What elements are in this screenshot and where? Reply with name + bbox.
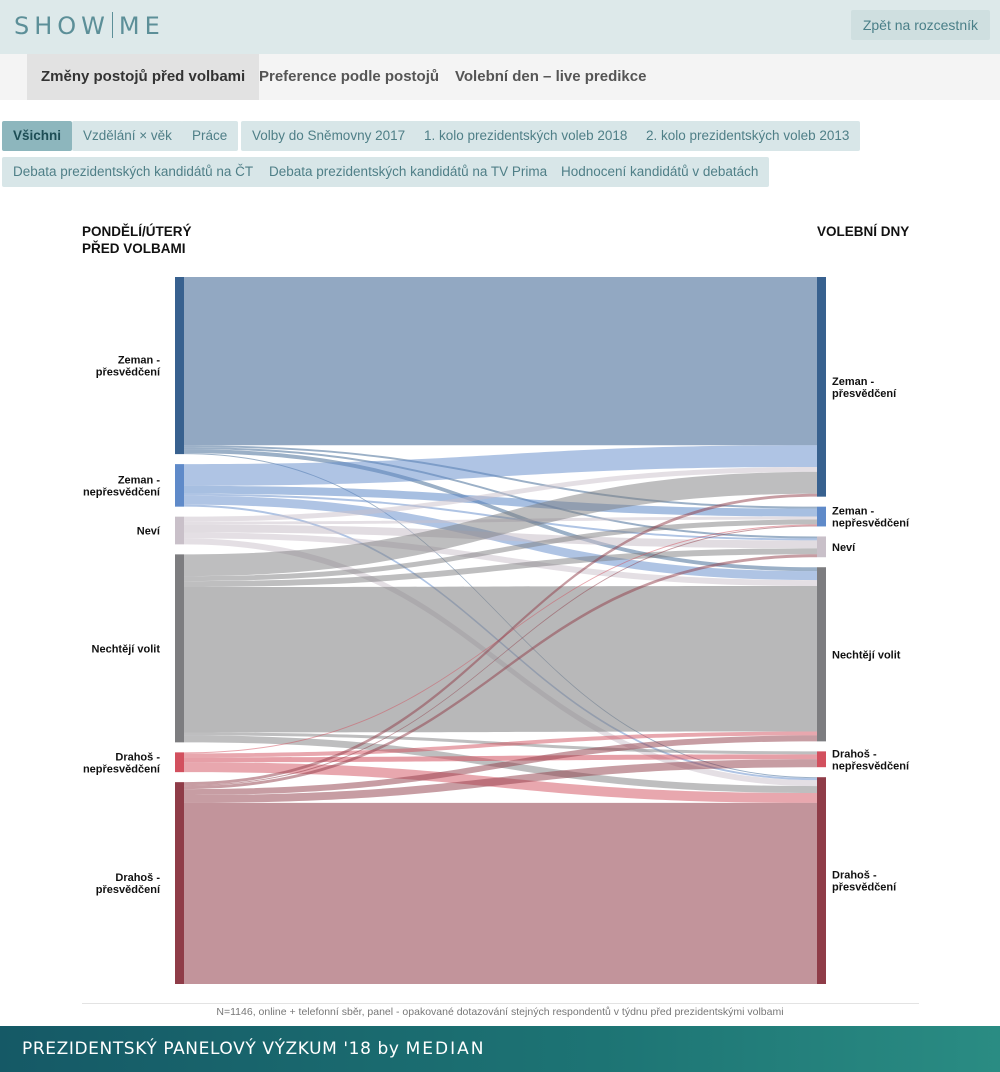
filter-debate-prima[interactable]: Debata prezidentských kandidátů na TV Pr… bbox=[258, 157, 559, 187]
right-node-nechteji[interactable] bbox=[817, 567, 826, 742]
right-node-nevi[interactable] bbox=[817, 536, 826, 558]
logo-right-text: ME bbox=[118, 12, 165, 40]
tab-preferences-by-attitude[interactable]: Preference podle postojů bbox=[259, 68, 440, 85]
top-bar: SHOW ME Zpět na rozcestník bbox=[0, 0, 1000, 54]
sankey-link-nevi-to-zeman_p[interactable] bbox=[184, 466, 817, 522]
logo-left-text: SHOW bbox=[14, 12, 110, 40]
footer-brand: MEDIAN bbox=[405, 1039, 486, 1059]
right-column-title: VOLEBNÍ DNY bbox=[817, 224, 910, 239]
sankey-link-nechteji-to-nevi[interactable] bbox=[184, 548, 817, 588]
right-node-label-zeman_p: Zeman -přesvědčení bbox=[832, 376, 897, 400]
right-node-label-zeman_n: Zeman -nepřesvědčení bbox=[832, 506, 910, 530]
sankey-labels: Zeman -přesvědčení Zeman -nepřesvědčení Ne… bbox=[83, 355, 910, 897]
right-node-drahos_p[interactable] bbox=[817, 777, 826, 984]
right-node-label-drahos_n: Drahoš -nepřesvědčení bbox=[832, 748, 910, 772]
sankey-link-zeman_p-to-zeman_p[interactable] bbox=[184, 277, 817, 446]
sankey-link-nechteji-to-nechteji[interactable] bbox=[184, 586, 817, 733]
tab-attitude-changes[interactable]: Změny postojů před volbami bbox=[27, 54, 260, 100]
left-node-nevi[interactable] bbox=[175, 516, 184, 545]
right-node-zeman_n[interactable] bbox=[817, 506, 826, 527]
filter-first-round-2018[interactable]: 1. kolo prezidentských voleb 2018 bbox=[413, 121, 639, 151]
filter-second-round-2013[interactable]: 2. kolo prezidentských voleb 2013 bbox=[635, 121, 861, 151]
sankey-link-drahos_n-to-nechteji[interactable] bbox=[184, 731, 817, 758]
footer-bar: PREZIDENTSKÝ PANELOVÝ VÝZKUM '18 by MEDI… bbox=[0, 1026, 1000, 1072]
sankey-links bbox=[184, 277, 817, 984]
main-tabs: Změny postojů před volbami Preference po… bbox=[0, 54, 1000, 100]
left-node-zeman_p[interactable] bbox=[175, 277, 184, 455]
sankey-link-nechteji-to-zeman_p[interactable] bbox=[184, 471, 817, 577]
left-node-label-zeman_p: Zeman -přesvědčení bbox=[96, 355, 161, 379]
left-node-drahos_n[interactable] bbox=[175, 752, 184, 773]
tab-election-day-live[interactable]: Volební den – live predikce bbox=[455, 68, 647, 85]
sankey-link-zeman_n-to-zeman_p[interactable] bbox=[184, 445, 817, 486]
footer-by: by bbox=[377, 1039, 400, 1059]
filter-debate-ct[interactable]: Debata prezidentských kandidátů na ČT bbox=[2, 157, 265, 187]
right-node-label-nechteji: Nechtějí volit bbox=[832, 649, 901, 661]
left-node-label-drahos_p: Drahoš -přesvědčení bbox=[96, 872, 161, 896]
sankey-link-drahos_p-to-drahos_n[interactable] bbox=[184, 759, 817, 803]
filter-work[interactable]: Práce bbox=[181, 121, 239, 151]
filter-debate-ratings[interactable]: Hodnocení kandidátů v debatách bbox=[550, 157, 770, 187]
sankey-link-nechteji-to-zeman_n[interactable] bbox=[184, 519, 817, 582]
sankey-nodes bbox=[175, 277, 826, 984]
left-node-drahos_p[interactable] bbox=[175, 782, 184, 984]
sankey-link-drahos_p-to-drahos_p[interactable] bbox=[184, 802, 817, 984]
right-node-label-nevi: Neví bbox=[832, 542, 856, 554]
left-column-title: PONDĚLÍ/ÚTERÝ PŘED VOLBAMI bbox=[82, 224, 192, 256]
sankey-link-drahos_p-to-zeman_p[interactable] bbox=[184, 493, 817, 786]
filter-parliament-2017[interactable]: Volby do Sněmovny 2017 bbox=[241, 121, 417, 151]
sankey-link-nevi-to-nechteji[interactable] bbox=[184, 532, 817, 587]
sankey-link-drahos_p-to-nevi[interactable] bbox=[184, 554, 817, 790]
sankey-link-drahos_n-to-drahos_n[interactable] bbox=[184, 754, 817, 763]
left-node-label-nevi: Neví bbox=[137, 526, 161, 538]
logo-divider bbox=[111, 12, 113, 38]
sankey-link-zeman_p-to-nechteji[interactable] bbox=[184, 449, 817, 572]
left-node-label-zeman_n: Zeman -nepřesvědčení bbox=[83, 474, 161, 498]
left-node-label-nechteji: Nechtějí volit bbox=[92, 643, 161, 655]
sankey-link-zeman_p-to-zeman_n[interactable] bbox=[184, 445, 817, 509]
right-node-zeman_p[interactable] bbox=[817, 277, 826, 497]
footnote: N=1146, online + telefonní sběr, panel -… bbox=[216, 1006, 784, 1018]
showme-logo[interactable]: SHOW ME bbox=[14, 12, 165, 40]
filter-all[interactable]: Všichni bbox=[2, 121, 73, 151]
sankey-link-drahos_p-to-zeman_n[interactable] bbox=[184, 525, 817, 787]
left-node-zeman_n[interactable] bbox=[175, 464, 184, 507]
filter-education-age[interactable]: Vzdělání × věk bbox=[72, 121, 183, 151]
sankey-link-zeman_n-to-zeman_n[interactable] bbox=[184, 485, 817, 517]
left-node-nechteji[interactable] bbox=[175, 554, 184, 743]
right-node-label-drahos_p: Drahoš -přesvědčení bbox=[832, 870, 897, 894]
footnote-divider bbox=[82, 1003, 919, 1004]
left-node-label-drahos_n: Drahoš -nepřesvědčení bbox=[83, 751, 161, 775]
footer-title-main: PREZIDENTSKÝ PANELOVÝ VÝZKUM '18 bbox=[22, 1039, 372, 1059]
footer-title: PREZIDENTSKÝ PANELOVÝ VÝZKUM '18 by MEDI… bbox=[22, 1039, 485, 1059]
sankey-link-drahos_p-to-nechteji[interactable] bbox=[184, 735, 817, 796]
sankey-link-nevi-to-nevi[interactable] bbox=[184, 524, 817, 549]
right-node-drahos_n[interactable] bbox=[817, 751, 826, 768]
back-to-overview-button[interactable]: Zpět na rozcestník bbox=[850, 10, 990, 40]
